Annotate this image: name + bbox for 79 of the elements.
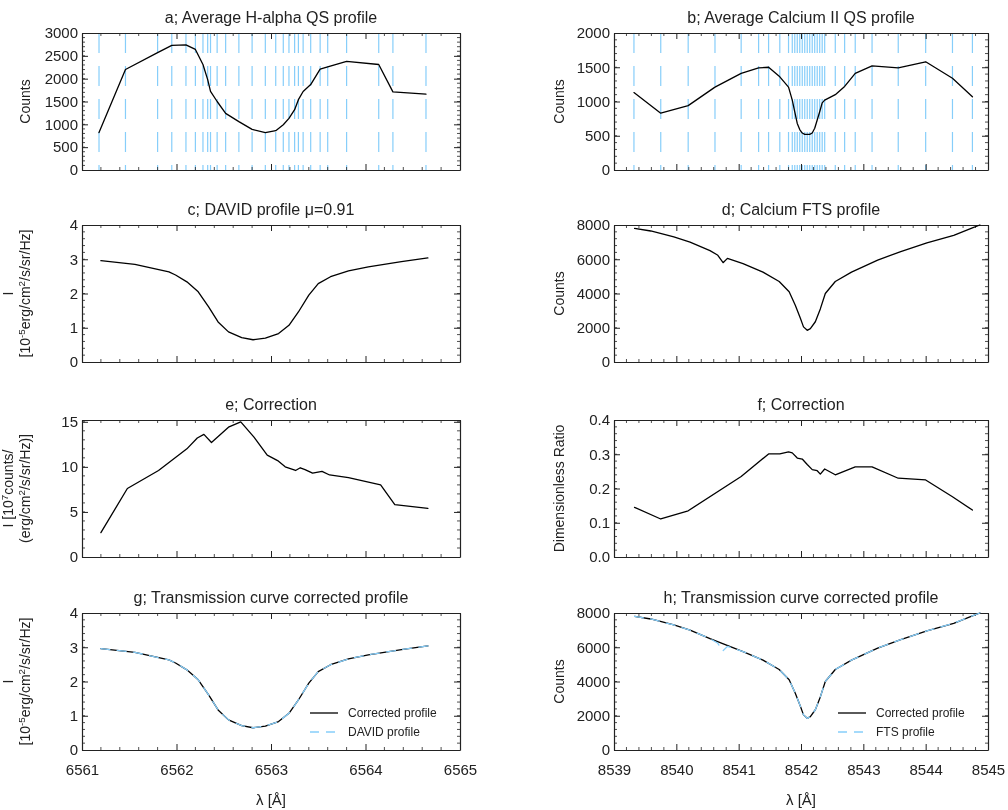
y-tick-label: 0 bbox=[69, 548, 78, 566]
y-tick-label: 0 bbox=[601, 161, 610, 179]
y-tick-label: 5 bbox=[69, 503, 78, 521]
line-series bbox=[100, 421, 429, 534]
chart-title: h; Transmission curve corrected profile bbox=[663, 589, 939, 606]
line-series bbox=[98, 44, 427, 134]
y-tick-label: 2 bbox=[69, 672, 78, 690]
y-tick-label: 1 bbox=[69, 319, 78, 337]
y-tick-label: 500 bbox=[52, 138, 78, 156]
x-tick-label: 8543 bbox=[847, 760, 881, 778]
y-tick-label: 2 bbox=[69, 284, 78, 302]
x-tick-label: 8539 bbox=[597, 760, 632, 778]
y-tick-label: 500 bbox=[584, 127, 610, 145]
legend-label: DAVID profile bbox=[348, 725, 421, 739]
y-tick-label: 2500 bbox=[44, 47, 78, 65]
x-tick-label: 8541 bbox=[722, 760, 756, 778]
x-tick-label: 6564 bbox=[349, 760, 383, 778]
y-tick-label: 0 bbox=[69, 741, 78, 759]
chart-title: g; Transmission curve corrected profile bbox=[133, 589, 409, 606]
chart-title: e; Correction bbox=[225, 396, 317, 413]
y-tick-label: 0 bbox=[69, 353, 78, 371]
y-tick-label: 8000 bbox=[576, 604, 610, 622]
y-tick-label: 3 bbox=[69, 638, 78, 656]
x-tick-label: 6561 bbox=[65, 760, 100, 778]
line-series bbox=[633, 224, 981, 331]
y-tick-label: 1500 bbox=[44, 92, 78, 110]
y-tick-label: 4000 bbox=[576, 284, 610, 302]
legend-label: Corrected profile bbox=[348, 706, 438, 720]
chart-title: b; Average Calcium II QS profile bbox=[687, 9, 915, 26]
y-tick-label: 3 bbox=[69, 250, 78, 268]
y-tick-label: 0.2 bbox=[589, 479, 610, 497]
chart-title: a; Average H-alpha QS profile bbox=[164, 9, 378, 26]
y-tick-label: 6000 bbox=[576, 638, 610, 656]
line-series bbox=[633, 451, 974, 520]
y-tick-label: 0.0 bbox=[589, 548, 610, 566]
x-axis-title: λ [Å] bbox=[785, 791, 817, 808]
y-tick-label: 0.3 bbox=[589, 445, 610, 463]
x-tick-label: 8542 bbox=[784, 760, 819, 778]
y-tick-label: 15 bbox=[61, 413, 78, 431]
chart-title: d; Calcium FTS profile bbox=[721, 201, 881, 218]
y-tick-label: 0 bbox=[601, 741, 610, 759]
x-tick-label: 6562 bbox=[160, 760, 194, 778]
line-series bbox=[633, 61, 974, 136]
y-tick-label: 0 bbox=[601, 353, 610, 371]
y-axis-title: Counts bbox=[551, 659, 567, 704]
y-axis-title: Dimensionless Ratio bbox=[551, 424, 567, 553]
y-tick-label: 0.1 bbox=[589, 514, 610, 532]
y-tick-label: 0.4 bbox=[589, 411, 610, 429]
x-tick-label: 6565 bbox=[443, 760, 478, 778]
chart-title: c; DAVID profile μ=0.91 bbox=[187, 201, 355, 218]
chart-title: f; Correction bbox=[757, 396, 845, 413]
y-tick-label: 10 bbox=[61, 458, 78, 476]
x-tick-label: 8540 bbox=[660, 760, 694, 778]
y-tick-label: 0 bbox=[69, 161, 78, 179]
y-axis-title: Counts bbox=[17, 79, 33, 124]
line-series bbox=[100, 257, 429, 341]
x-tick-label: 8544 bbox=[909, 760, 943, 778]
x-axis-title: λ [Å] bbox=[255, 791, 287, 808]
y-axis-title: Counts bbox=[551, 271, 567, 316]
y-tick-label: 6000 bbox=[576, 250, 610, 268]
y-tick-label: 1000 bbox=[576, 92, 610, 110]
y-tick-label: 4 bbox=[69, 604, 78, 622]
y-tick-label: 1000 bbox=[44, 115, 78, 133]
y-tick-label: 1 bbox=[69, 707, 78, 725]
y-tick-label: 2000 bbox=[576, 319, 610, 337]
x-tick-label: 6563 bbox=[254, 760, 289, 778]
legend-label: Corrected profile bbox=[876, 706, 966, 720]
x-tick-label: 8545 bbox=[971, 760, 1006, 778]
y-tick-label: 2000 bbox=[576, 707, 610, 725]
line-series bbox=[633, 612, 981, 719]
y-tick-label: 4 bbox=[69, 216, 78, 234]
y-tick-label: 4000 bbox=[576, 672, 610, 690]
y-tick-label: 8000 bbox=[576, 216, 610, 234]
y-tick-label: 2000 bbox=[576, 24, 610, 42]
y-tick-label: 1500 bbox=[576, 58, 610, 76]
y-tick-label: 3000 bbox=[44, 24, 78, 42]
legend-label: FTS profile bbox=[876, 725, 936, 739]
y-tick-label: 2000 bbox=[44, 69, 78, 87]
y-axis-title: Counts bbox=[551, 79, 567, 124]
